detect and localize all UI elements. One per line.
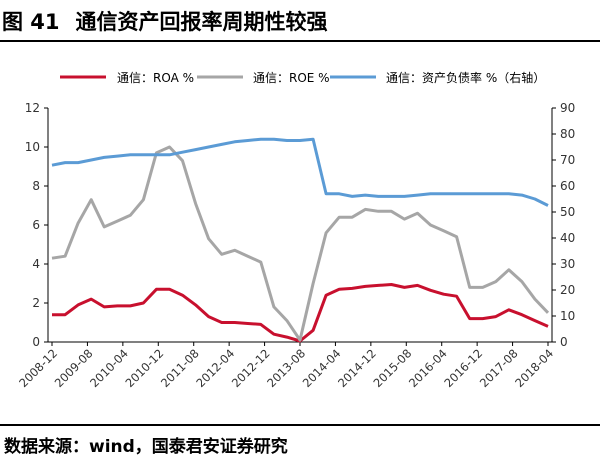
- source-bar: 数据来源：wind，国泰君安证券研究: [0, 424, 600, 462]
- legend-label-roe: 通信：ROE %: [253, 71, 330, 85]
- x-tick-label: 2009-08: [52, 346, 96, 390]
- right-axis: 0 10 20 30 40 50 60 70 80 90: [552, 101, 575, 349]
- series-line-roe: [51, 145, 550, 342]
- x-tick-label: 2008-12: [16, 346, 60, 390]
- left-tick-label: 2: [32, 296, 40, 310]
- x-tick-label: 2010-04: [87, 346, 131, 390]
- x-tick-label: 2016-04: [406, 346, 450, 390]
- x-tick-label: 2017-08: [477, 346, 521, 390]
- x-tick-label: 2015-08: [371, 346, 415, 390]
- x-tick-label: 2016-12: [441, 346, 485, 390]
- right-tick-label: 90: [560, 101, 575, 115]
- right-tick-label: 10: [560, 309, 575, 323]
- figure-title: 图 41 通信资产回报率周期性较强: [2, 6, 344, 36]
- x-tick-label: 2014-12: [335, 346, 379, 390]
- series-line-debt: [51, 137, 549, 207]
- figure-label: 图 41: [2, 10, 60, 34]
- right-tick-label: 40: [560, 231, 575, 245]
- left-tick-label: 4: [32, 257, 40, 271]
- source-note: 数据来源：wind，国泰君安证券研究: [4, 437, 288, 457]
- left-tick-label: 10: [25, 140, 40, 154]
- right-tick-label: 20: [560, 283, 575, 297]
- x-tick-label: 2010-12: [123, 346, 167, 390]
- series-lines: [51, 137, 550, 343]
- legend-label-roa: 通信：ROA %: [117, 71, 194, 85]
- left-tick-label: 6: [32, 218, 40, 232]
- x-tick-label: 2018-04: [512, 346, 556, 390]
- legend: 通信：ROA % 通信：ROE % 通信：资产负债率 %（右轴）: [60, 70, 545, 85]
- right-tick-label: 60: [560, 179, 575, 193]
- line-chart: 通信：ROA % 通信：ROE % 通信：资产负债率 %（右轴） 0 2 4 6 8 10…: [16, 70, 575, 390]
- x-tick-label: 2013-08: [264, 346, 308, 390]
- series-line-roa: [52, 283, 549, 343]
- right-tick-label: 70: [560, 153, 575, 167]
- legend-label-debt: 通信：资产负债率 %（右轴）: [386, 70, 545, 85]
- figure-title-text: 通信资产回报率周期性较强: [75, 10, 328, 34]
- x-tick-label: 2012-12: [229, 346, 273, 390]
- right-tick-label: 80: [560, 127, 575, 141]
- x-tick-label: 2012-04: [193, 346, 237, 390]
- left-tick-label: 12: [25, 101, 40, 115]
- right-tick-label: 30: [560, 257, 575, 271]
- x-axis: 2008-122009-082010-042010-122011-082012-…: [16, 342, 556, 390]
- left-tick-label: 8: [32, 179, 40, 193]
- x-tick-label: 2014-04: [300, 346, 344, 390]
- left-tick-label: 0: [32, 335, 40, 349]
- right-tick-label: 0: [560, 335, 568, 349]
- figure-title-bar: 图 41 通信资产回报率周期性较强: [0, 0, 600, 42]
- left-axis: 0 2 4 6 8 10 12: [25, 101, 48, 349]
- right-tick-label: 50: [560, 205, 575, 219]
- x-tick-label: 2011-08: [158, 346, 202, 390]
